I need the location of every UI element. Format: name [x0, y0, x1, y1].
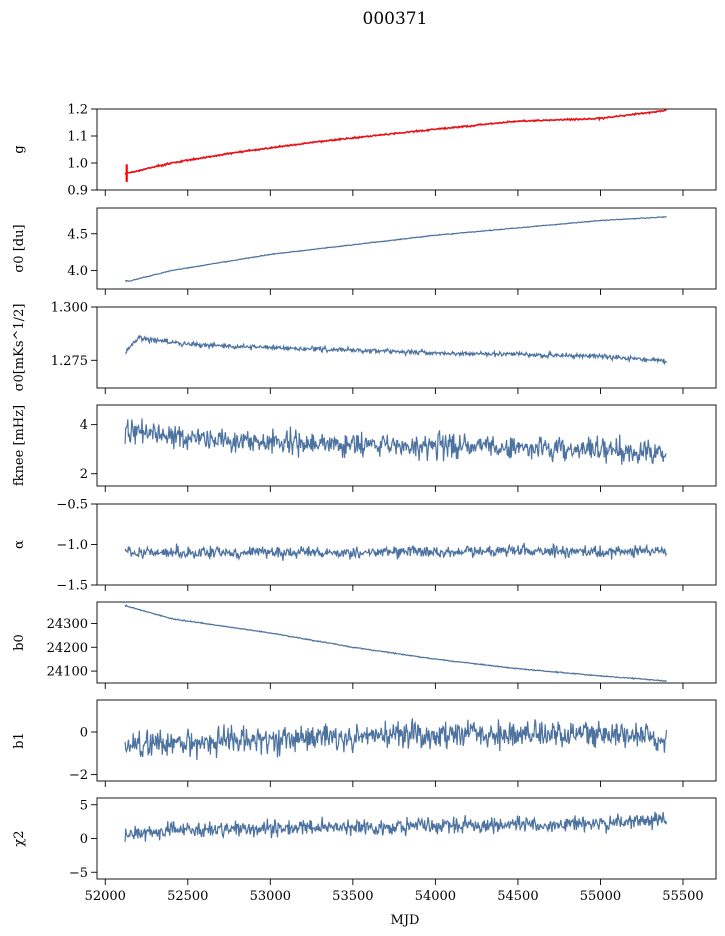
panel-sigma0-mks: 1.275 1.300 σ0[mKs^1/2]	[12, 301, 717, 394]
y-axis-label-b0: b0	[12, 634, 27, 651]
series-line-alpha	[124, 542, 668, 562]
x-tick-label: 55500	[662, 889, 703, 904]
panel-frame-alpha	[96, 503, 717, 586]
panel-frame-fknee	[96, 404, 717, 487]
panel-alpha: −1.5 −1.0 −0.5 α	[12, 498, 717, 594]
panel-b1: −2 0 b1	[12, 699, 717, 787]
y-tick-label-sigma0-mks: 1.300	[51, 301, 88, 316]
y-tick-label-b0: 24100	[47, 665, 88, 680]
panel-frame-g	[96, 108, 717, 191]
y-tick-label-chi2: 0	[80, 832, 88, 847]
x-tick-label: 55000	[580, 889, 621, 904]
series-line-b0	[124, 604, 667, 682]
y-tick-label-chi2: 5	[80, 798, 88, 813]
y-tick-label-alpha: −1.5	[56, 579, 88, 594]
y-tick-label-g: 1.1	[67, 130, 88, 145]
panel-frame-b1	[96, 699, 717, 782]
series-line-chi2	[124, 811, 668, 842]
y-axis-label-alpha: α	[12, 540, 27, 549]
panel-frame-chi2	[96, 797, 717, 880]
panel-fknee: 2 4 fknee [mHz]	[12, 404, 717, 492]
y-tick-label-alpha: −1.0	[56, 538, 88, 553]
chart-title: 000371	[363, 9, 428, 29]
overlay-line-g	[124, 109, 667, 175]
y-tick-label-fknee: 4	[80, 418, 88, 433]
panel-chi2: −5 0 5 52000 52500 53000 53500 54000 54500 55000 5…	[12, 797, 717, 904]
y-tick-label-g: 1.2	[67, 103, 88, 118]
x-tick-label: 52000	[85, 889, 126, 904]
y-tick-label-b1: 0	[80, 725, 88, 740]
x-axis-label: MJD	[391, 913, 420, 928]
y-axis-label-fknee: fknee [mHz]	[12, 405, 27, 486]
y-tick-label-fknee: 2	[80, 467, 88, 482]
panel-b0: 24100 24200 24300 b0	[12, 601, 717, 689]
y-axis-label-b1: b1	[12, 732, 27, 749]
y-axis-label-g: g	[12, 145, 27, 153]
panel-frame-b0	[96, 601, 717, 684]
y-tick-label-sigma0: 4.5	[67, 227, 88, 242]
x-tick-label: 54000	[415, 889, 456, 904]
y-tick-label-b0: 24300	[47, 617, 88, 632]
y-tick-label-sigma0: 4.0	[67, 264, 88, 279]
series-line-sigma0-mks	[124, 334, 667, 366]
x-tick-label: 52500	[167, 889, 208, 904]
x-tick-label: 54500	[497, 889, 538, 904]
panel-frame-sigma0-mks	[96, 306, 717, 389]
series-line-fknee	[124, 418, 667, 465]
y-tick-label-b1: −2	[69, 768, 88, 783]
y-tick-label-chi2: −5	[69, 866, 88, 881]
y-axis-label-sigma0: σ0 [du]	[12, 224, 27, 272]
y-axis-label-sigma0-mks: σ0[mKs^1/2]	[12, 304, 27, 392]
x-tick-label: 53500	[332, 889, 373, 904]
x-tick-label: 53000	[250, 889, 291, 904]
y-tick-label-b0: 24200	[47, 641, 88, 656]
panel-g: 0.9 1.0 1.1 1.2 g	[12, 103, 717, 199]
y-tick-label-alpha: −0.5	[56, 498, 88, 513]
series-line-sigma0	[124, 215, 667, 283]
y-axis-label-chi2: χ2	[12, 830, 27, 846]
y-tick-label-sigma0-mks: 1.275	[51, 354, 88, 369]
y-tick-label-g: 0.9	[67, 184, 88, 199]
panel-frame-sigma0	[96, 207, 717, 290]
series-line-b1	[124, 718, 668, 761]
panel-sigma0: 4.0 4.5 σ0 [du]	[12, 207, 717, 295]
panels-group: 0.9 1.0 1.1 1.2 g 4.0 4.5 σ0 [du] 1.275 1.300 σ0[m…	[12, 103, 717, 904]
y-tick-label-g: 1.0	[67, 157, 88, 172]
